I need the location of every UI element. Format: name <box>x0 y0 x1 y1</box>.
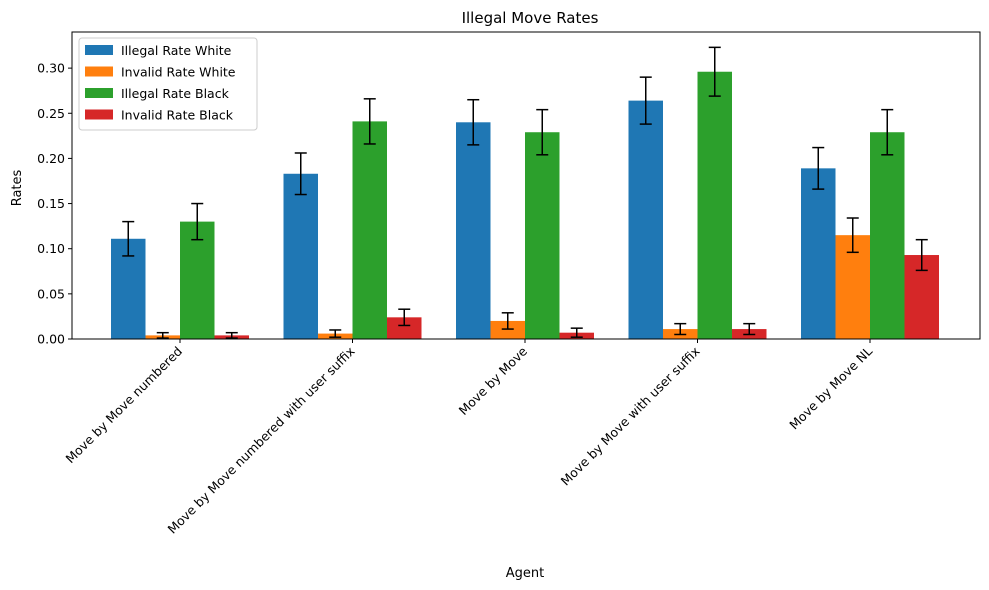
x-tick-label: Move by Move numbered with user suffix <box>165 344 358 537</box>
bar <box>456 122 491 339</box>
legend-swatch <box>85 88 113 98</box>
bar <box>525 132 560 339</box>
bar <box>352 121 387 339</box>
error-bars <box>122 46 928 339</box>
x-tick-label: Move by Move with user suffix <box>558 344 703 489</box>
bar <box>387 317 422 339</box>
x-tick-label: Move by Move <box>456 343 531 418</box>
bar <box>490 320 525 339</box>
bar <box>697 71 732 340</box>
y-tick-label: 0.05 <box>37 286 65 301</box>
bar <box>283 173 318 339</box>
legend-label: Illegal Rate Black <box>121 86 230 101</box>
bars <box>111 71 939 340</box>
y-tick-label: 0.20 <box>37 151 65 166</box>
plot-frame <box>71 31 981 340</box>
legend-swatch <box>85 45 113 55</box>
x-tick-label: Move by Move NL <box>786 343 875 432</box>
y-tick-label: 0.30 <box>37 61 65 76</box>
y-tick-label: 0.00 <box>37 332 65 347</box>
y-tick-label: 0.15 <box>37 196 65 211</box>
chart-title: Illegal Move Rates <box>462 9 599 27</box>
y-axis-title: Rates <box>10 169 25 206</box>
legend-swatch <box>85 109 113 120</box>
x-axis-title: Agent <box>506 566 544 581</box>
legend-label: Invalid Rate Black <box>121 108 234 123</box>
legend-label: Invalid Rate White <box>121 65 236 80</box>
x-tick-label: Move by Move numbered <box>62 344 185 467</box>
legend: Illegal Rate White Invalid Rate White Ille… <box>78 37 258 131</box>
bar <box>628 100 663 339</box>
y-tick-label: 0.25 <box>37 106 65 121</box>
bar <box>801 168 836 339</box>
bar <box>870 132 905 339</box>
y-axis-ticks: 0.00 0.05 0.10 0.15 0.20 0.25 0.30 <box>37 61 72 347</box>
legend-swatch <box>85 66 113 77</box>
legend-label: Illegal Rate White <box>121 43 232 58</box>
legend-box <box>78 37 258 131</box>
y-tick-label: 0.10 <box>37 241 65 256</box>
bar <box>180 221 215 339</box>
